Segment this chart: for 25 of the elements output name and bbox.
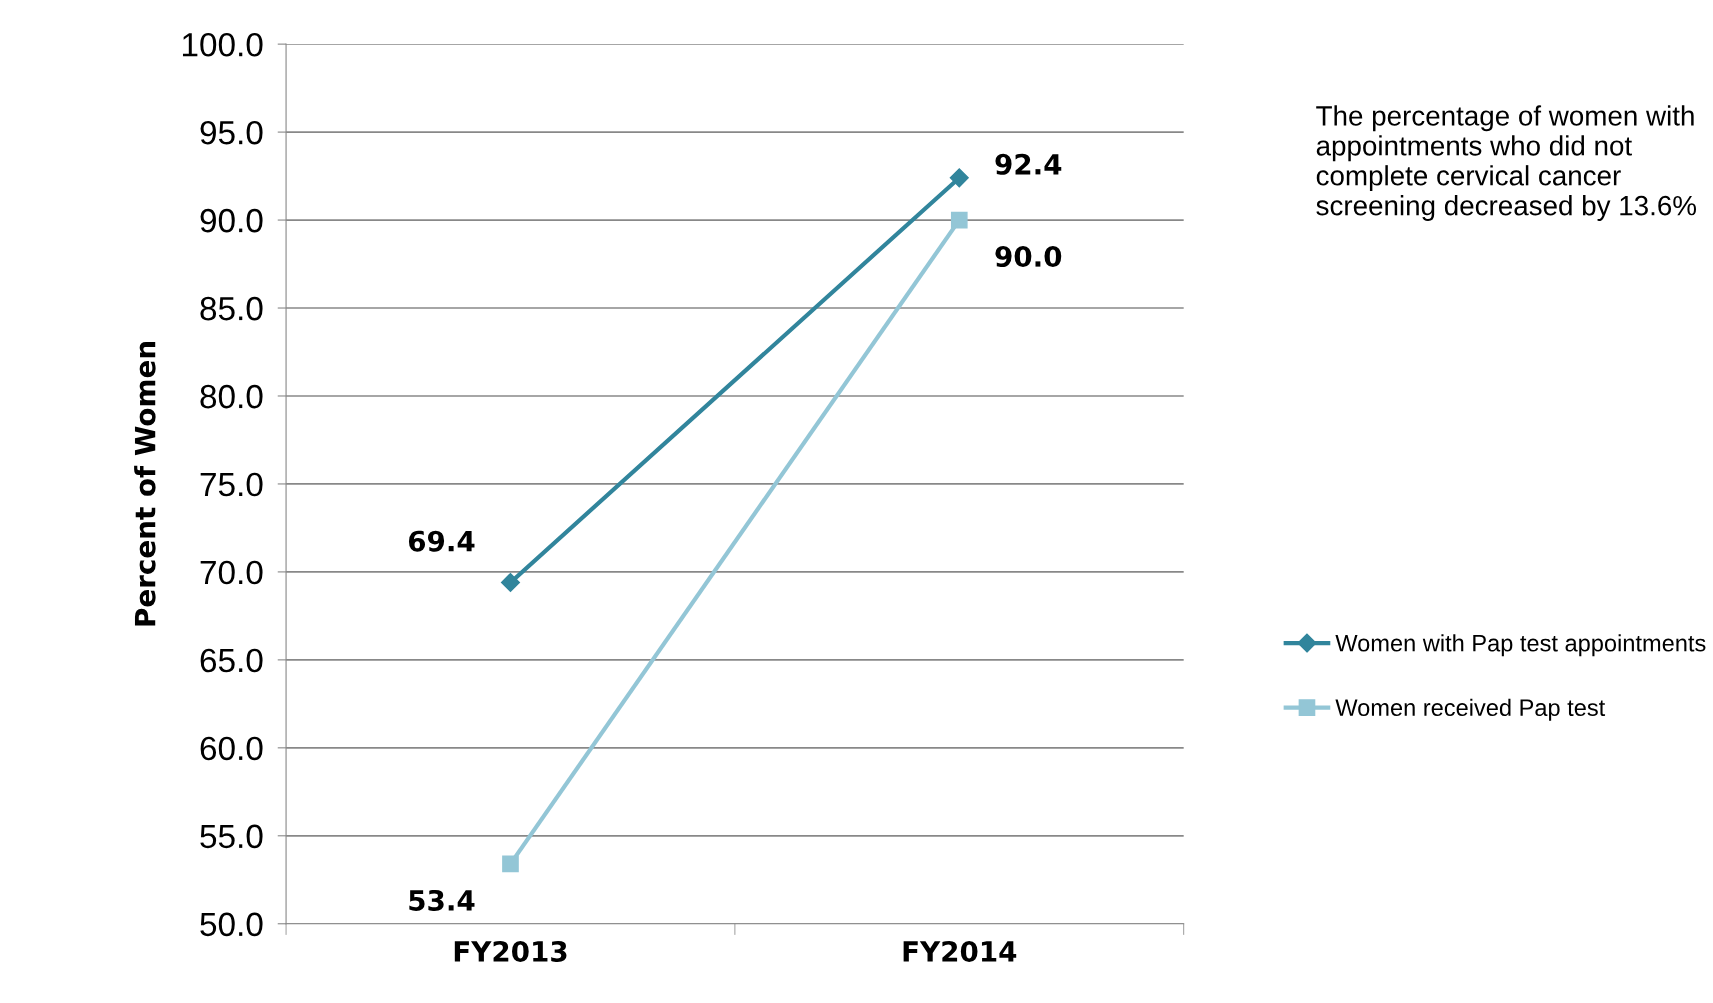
y-tick-label: 50.0 (200, 912, 263, 937)
x-tick-label: FY2014 (903, 940, 1017, 962)
legend-label: Women with Pap test appointments (1335, 634, 1706, 657)
y-tick-label: 80.0 (200, 384, 263, 409)
data-label: 90.0 (995, 246, 1062, 268)
y-tick-label: 85.0 (200, 296, 263, 321)
y-tick-label: 95.0 (200, 120, 263, 145)
data-label: 53.4 (409, 889, 475, 911)
legend-label: Women received Pap test (1335, 698, 1606, 721)
point (502, 855, 519, 873)
point (500, 572, 521, 593)
y-tick-label: 90.0 (200, 208, 263, 233)
point (950, 211, 968, 229)
y-tick-label: 55.0 (200, 824, 263, 849)
y-tick-label: 65.0 (200, 648, 263, 673)
y-tick-label: 70.0 (200, 560, 263, 585)
y-axis-title: Percent of Women (134, 342, 156, 626)
y-tick-label: 100.0 (182, 32, 263, 57)
y-tick-label: 75.0 (200, 472, 263, 497)
y-tick-label: 60.0 (200, 736, 263, 761)
data-label: 69.4 (408, 530, 475, 552)
text: The percentage of women with appointments who did not complete cervical cancer screening decreased by 13.6% (1316, 105, 1697, 221)
x-tick-label: FY2013 (454, 940, 567, 962)
point (949, 168, 969, 188)
data-label: 92.4 (995, 153, 1062, 175)
